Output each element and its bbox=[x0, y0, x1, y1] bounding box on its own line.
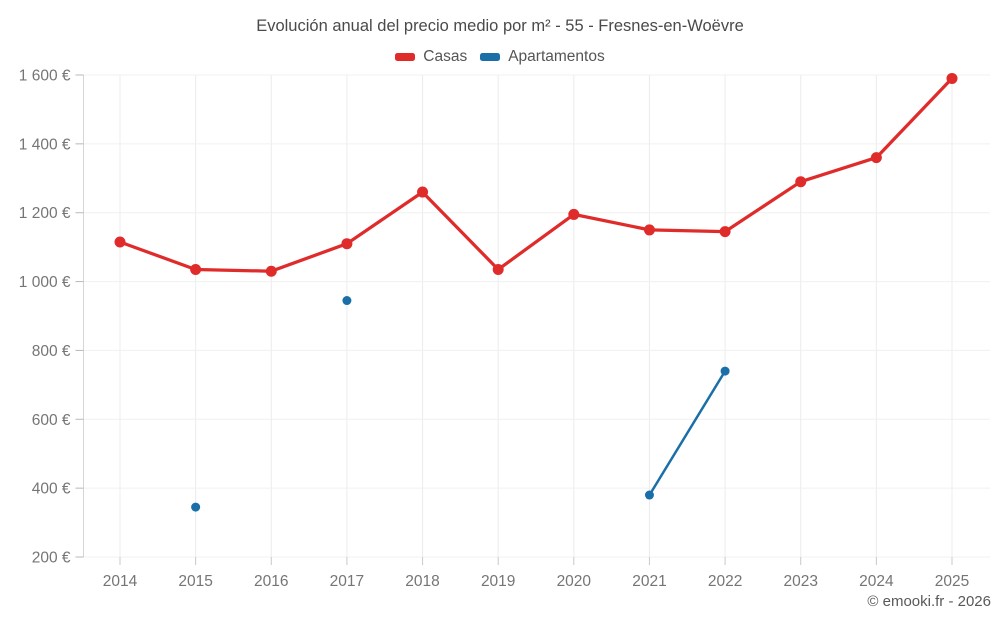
legend-swatch-casas bbox=[395, 53, 416, 61]
point-casas-2021[interactable] bbox=[643, 224, 655, 236]
point-casas-2018[interactable] bbox=[417, 186, 429, 198]
point-casas-2017[interactable] bbox=[341, 238, 353, 250]
x-axis-label-2018: 2018 bbox=[405, 573, 439, 590]
x-axis-label-2019: 2019 bbox=[481, 573, 515, 590]
y-axis-label: 1 000 € bbox=[19, 274, 71, 291]
y-axis-label: 1 400 € bbox=[19, 136, 71, 153]
legend-swatch-apartamentos bbox=[480, 53, 501, 61]
chart-title: Evolución anual del precio medio por m² … bbox=[256, 17, 744, 35]
legend-label-apartamentos: Apartamentos bbox=[508, 48, 605, 65]
y-axis-label: 800 € bbox=[32, 343, 71, 360]
series-line-casas bbox=[118, 76, 954, 273]
point-apartamentos-2017[interactable] bbox=[342, 296, 352, 306]
point-casas-2016[interactable] bbox=[265, 265, 277, 277]
x-axis-label-2014: 2014 bbox=[103, 573, 138, 590]
point-apartamentos-2021[interactable] bbox=[644, 490, 654, 500]
x-axis-label-2016: 2016 bbox=[254, 573, 288, 590]
x-axis-label-2015: 2015 bbox=[178, 573, 212, 590]
legend-item-casas[interactable]: Casas bbox=[395, 48, 467, 66]
y-axis-label: 400 € bbox=[32, 481, 71, 498]
x-axis-label-2022: 2022 bbox=[708, 573, 742, 590]
point-casas-2025[interactable] bbox=[946, 72, 958, 84]
point-casas-2015[interactable] bbox=[190, 264, 202, 276]
y-axis-label: 1 600 € bbox=[19, 68, 71, 85]
y-axis-label: 600 € bbox=[32, 412, 71, 429]
legend-item-apartamentos[interactable]: Apartamentos bbox=[480, 48, 605, 66]
point-apartamentos-2022[interactable] bbox=[720, 366, 730, 376]
series-line-apartamentos bbox=[648, 369, 727, 497]
point-casas-2022[interactable] bbox=[719, 226, 731, 238]
y-axis-label: 1 200 € bbox=[19, 205, 71, 222]
legend-label-casas: Casas bbox=[423, 48, 468, 65]
x-axis-label-2021: 2021 bbox=[632, 573, 666, 590]
point-apartamentos-2015[interactable] bbox=[191, 502, 201, 512]
x-axis-label-2023: 2023 bbox=[783, 573, 817, 590]
x-axis-label-2020: 2020 bbox=[557, 573, 592, 590]
point-casas-2024[interactable] bbox=[870, 152, 882, 164]
point-casas-2020[interactable] bbox=[568, 208, 580, 220]
x-axis-label-2017: 2017 bbox=[330, 573, 364, 590]
point-casas-2023[interactable] bbox=[795, 176, 807, 188]
legend: Casas Apartamentos bbox=[0, 47, 1000, 67]
x-axis-label-2024: 2024 bbox=[859, 573, 894, 590]
x-axis-label-2025: 2025 bbox=[935, 573, 969, 590]
point-casas-2019[interactable] bbox=[492, 264, 504, 276]
y-axis-label: 200 € bbox=[32, 550, 71, 567]
watermark-credit: © emooki.fr - 2026 bbox=[867, 593, 991, 610]
point-casas-2014[interactable] bbox=[114, 236, 126, 248]
